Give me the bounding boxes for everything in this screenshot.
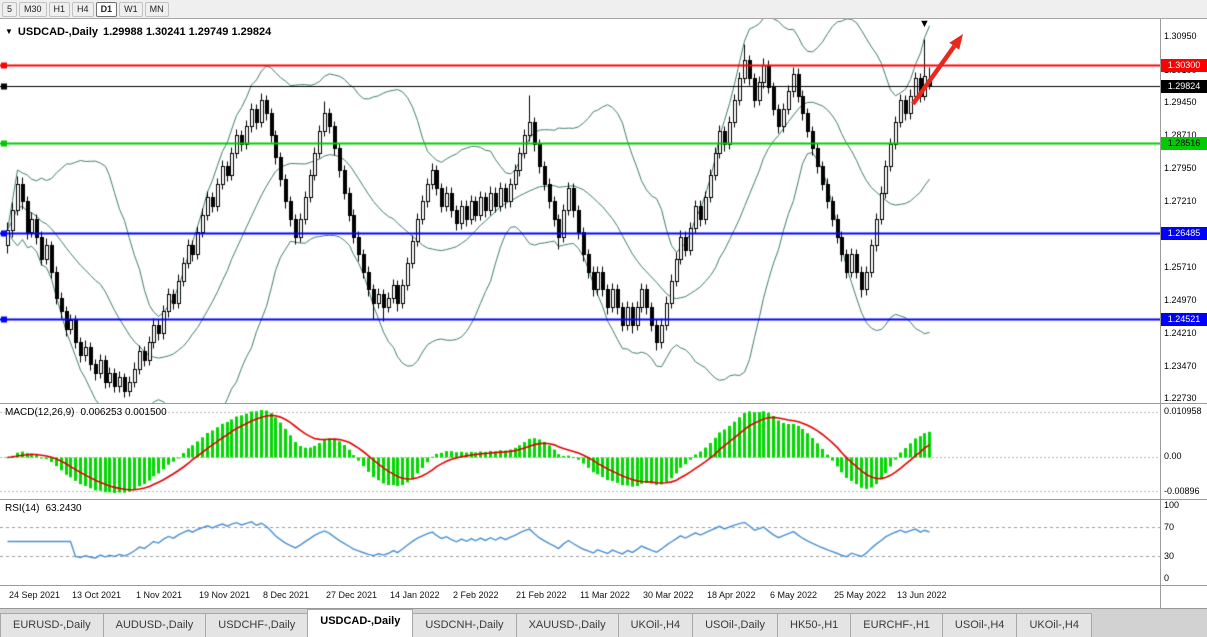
macd-axis-label: 0.010958 xyxy=(1164,406,1202,416)
price-axis-label: 1.24210 xyxy=(1164,327,1197,338)
macd-values: 0.006253 0.001500 xyxy=(80,407,167,418)
panel-divider[interactable] xyxy=(0,585,1207,586)
price-axis-label: 1.24970 xyxy=(1164,294,1197,305)
rsi-axis-label: 30 xyxy=(1164,551,1175,562)
chart-tab-xauusd-daily[interactable]: XAUUSD-,Daily xyxy=(515,613,618,637)
time-axis-label: 2 Feb 2022 xyxy=(453,590,499,600)
price-badge: 1.28516 xyxy=(1161,137,1207,151)
time-axis-label: 6 May 2022 xyxy=(770,590,818,600)
rsi-axis-label: 100 xyxy=(1164,500,1180,510)
time-axis-label: 14 Jan 2022 xyxy=(390,590,440,600)
chart-tab-usoil-h4[interactable]: USOil-,H4 xyxy=(941,613,1017,637)
chart-tab-bar: EURUSD-,Daily AUDUSD-,Daily USDCHF-,Daily U… xyxy=(0,608,1207,637)
price-chart-canvas[interactable] xyxy=(0,19,1160,403)
chart-tab-eurusd-daily[interactable]: EURUSD-,Daily xyxy=(0,613,103,637)
chart-tab-usoil-daily[interactable]: USOil-,Daily xyxy=(692,613,777,637)
macd-name: MACD(12,26,9) xyxy=(5,407,75,418)
time-axis-label: 21 Feb 2022 xyxy=(516,590,567,600)
chart-tab-ukoil-h4[interactable]: UKOil-,H4 xyxy=(1016,613,1092,637)
price-badge: 1.30300 xyxy=(1161,58,1207,72)
rsi-name: RSI(14) xyxy=(5,503,40,514)
price-axis-label: 1.27210 xyxy=(1164,195,1197,206)
time-axis-label: 30 Mar 2022 xyxy=(643,590,694,600)
time-axis-label: 1 Nov 2021 xyxy=(136,590,183,600)
timeframe-button-d1[interactable]: D1 xyxy=(95,1,118,17)
chart-title: ▼ USDCAD-,Daily 1.29988 1.30241 1.29749 … xyxy=(5,26,271,38)
timeframe-button-mn[interactable]: MN xyxy=(144,1,169,17)
macd-label: MACD(12,26,9) 0.006253 0.001500 xyxy=(5,407,167,418)
symbol-period-label: USDCAD-,Daily xyxy=(17,26,98,38)
down-arrow-icon: ▼ xyxy=(5,27,13,36)
price-badge: 1.26485 xyxy=(1161,226,1207,240)
time-axis-label: 25 May 2022 xyxy=(834,590,887,600)
price-axis[interactable]: 1.309501.301901.294501.287101.279501.272… xyxy=(1161,19,1207,608)
timeframe-toolbar: 5 M30 H1 H4 D1 W1 MN xyxy=(0,0,1207,19)
price-axis-label: 1.28710 xyxy=(1164,129,1197,140)
rsi-value: 63.2430 xyxy=(45,503,82,514)
rsi-axis-label: 70 xyxy=(1164,521,1175,532)
time-axis[interactable]: 24 Sep 2021 13 Oct 2021 1 Nov 2021 19 Nov 2… xyxy=(0,586,1160,608)
price-axis-label: 1.30950 xyxy=(1164,31,1197,42)
chart-tab-eurchf-h1[interactable]: EURCHF-,H1 xyxy=(850,613,942,637)
time-axis-label: 18 Apr 2022 xyxy=(707,590,756,600)
macd-panel-canvas[interactable] xyxy=(0,404,1160,499)
macd-axis-label: 0.00 xyxy=(1164,451,1182,461)
chart-area: ▼ USDCAD-,Daily 1.29988 1.30241 1.29749 … xyxy=(0,19,1207,608)
chart-tab-usdchf-daily[interactable]: USDCHF-,Daily xyxy=(205,613,308,637)
price-axis-label: 1.23470 xyxy=(1164,360,1197,371)
chart-tab-ukoil-h4[interactable]: UKOil-,H4 xyxy=(617,613,693,637)
chart-tab-usdcad-daily[interactable]: USDCAD-,Daily xyxy=(307,609,414,637)
chart-tab-hk50-h1[interactable]: HK50-,H1 xyxy=(777,613,851,637)
timeframe-button-h4[interactable]: H4 xyxy=(72,1,94,17)
trend-arrow-annotation[interactable] xyxy=(905,19,975,114)
time-axis-label: 8 Dec 2021 xyxy=(263,590,310,600)
time-axis-label: 19 Nov 2021 xyxy=(199,590,251,600)
price-axis-label: 1.27950 xyxy=(1164,163,1197,174)
ohlc-values-label: 1.29988 1.30241 1.29749 1.29824 xyxy=(103,26,272,38)
top-triangle-marker-icon[interactable]: ▼ xyxy=(919,18,930,30)
timeframe-button-h1[interactable]: H1 xyxy=(48,1,71,17)
price-axis-label: 1.29450 xyxy=(1164,97,1197,108)
timeframe-button-5[interactable]: 5 xyxy=(2,1,18,17)
timeframe-button-w1[interactable]: W1 xyxy=(119,1,143,17)
timeframe-button-m30[interactable]: M30 xyxy=(19,1,47,17)
panel-divider[interactable] xyxy=(0,499,1207,500)
time-axis-label: 27 Dec 2021 xyxy=(326,590,378,600)
price-badge: 1.29824 xyxy=(1161,79,1207,93)
chart-tab-usdcnh-daily[interactable]: USDCNH-,Daily xyxy=(413,613,516,637)
time-axis-label: 24 Sep 2021 xyxy=(9,590,61,600)
rsi-panel-canvas[interactable] xyxy=(0,500,1160,585)
price-badge: 1.24521 xyxy=(1161,313,1207,327)
macd-axis-label: -0.00896 xyxy=(1164,486,1200,496)
time-axis-label: 13 Jun 2022 xyxy=(897,590,947,600)
panel-divider[interactable] xyxy=(0,403,1207,404)
rsi-axis-label: 0 xyxy=(1164,573,1170,583)
time-axis-label: 13 Oct 2021 xyxy=(72,590,122,600)
price-axis-label: 1.22730 xyxy=(1164,393,1197,404)
chart-tab-audusd-daily[interactable]: AUDUSD-,Daily xyxy=(102,613,206,637)
price-axis-separator xyxy=(1160,19,1161,608)
price-axis-label: 1.25710 xyxy=(1164,261,1197,272)
rsi-label: RSI(14) 63.2430 xyxy=(5,503,82,514)
time-axis-label: 11 Mar 2022 xyxy=(580,590,630,600)
